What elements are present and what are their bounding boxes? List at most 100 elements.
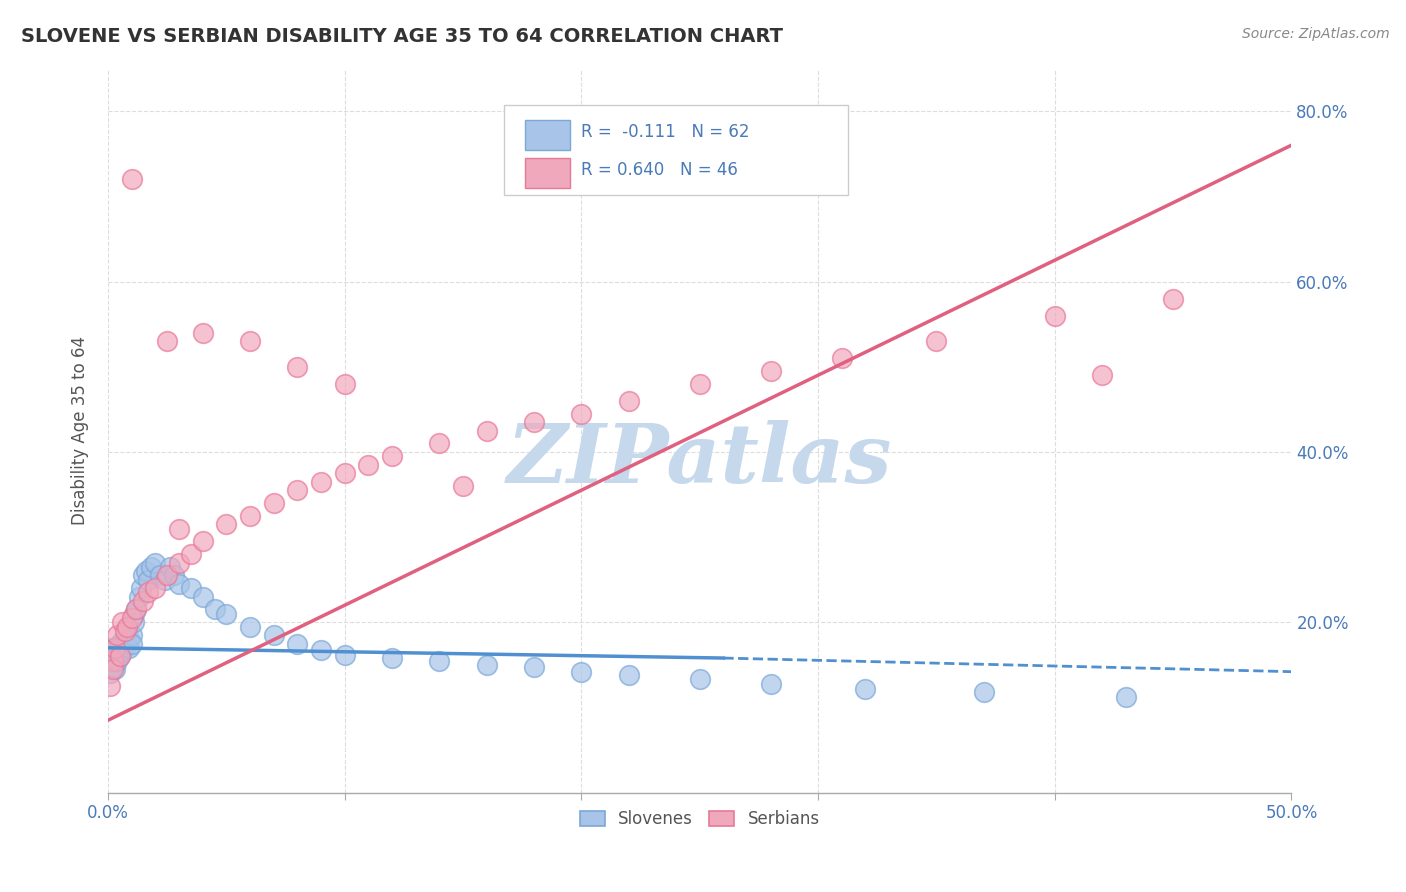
Point xyxy=(381,651,404,665)
Point xyxy=(114,624,136,638)
Point xyxy=(309,475,332,489)
Point xyxy=(239,619,262,633)
Point xyxy=(104,662,127,676)
Point xyxy=(101,645,124,659)
Point xyxy=(114,639,136,653)
Point xyxy=(115,636,138,650)
Point xyxy=(215,517,238,532)
Point xyxy=(285,636,308,650)
Point xyxy=(104,640,127,655)
Point xyxy=(215,607,238,621)
Point xyxy=(104,651,127,665)
Text: SLOVENE VS SERBIAN DISABILITY AGE 35 TO 64 CORRELATION CHART: SLOVENE VS SERBIAN DISABILITY AGE 35 TO … xyxy=(21,27,783,45)
Point xyxy=(101,654,124,668)
Point xyxy=(333,466,356,480)
Point xyxy=(132,568,155,582)
Point xyxy=(523,415,546,429)
Point xyxy=(1043,309,1066,323)
Point xyxy=(132,594,155,608)
Point xyxy=(107,628,129,642)
Point xyxy=(1115,690,1137,705)
Point xyxy=(204,602,226,616)
Point xyxy=(475,424,498,438)
Point xyxy=(125,602,148,616)
Point xyxy=(101,654,124,668)
Point xyxy=(333,648,356,662)
Point xyxy=(98,666,121,681)
Point xyxy=(135,564,157,578)
Point xyxy=(309,642,332,657)
Point xyxy=(759,676,782,690)
Point xyxy=(107,642,129,657)
Point xyxy=(381,449,404,463)
Bar xyxy=(524,158,569,188)
Point xyxy=(136,573,159,587)
Point xyxy=(263,628,285,642)
Point xyxy=(153,573,176,587)
Point xyxy=(128,590,150,604)
Text: ZIPatlas: ZIPatlas xyxy=(508,419,893,500)
Point xyxy=(121,172,143,186)
Point xyxy=(167,577,190,591)
Point xyxy=(191,590,214,604)
Point xyxy=(475,657,498,672)
Text: Source: ZipAtlas.com: Source: ZipAtlas.com xyxy=(1241,27,1389,41)
Point xyxy=(180,547,202,561)
Point xyxy=(689,673,711,687)
Point xyxy=(98,679,121,693)
Point xyxy=(427,654,450,668)
Point xyxy=(855,681,877,696)
Point xyxy=(156,568,179,582)
Point xyxy=(569,407,592,421)
Point xyxy=(523,659,546,673)
Point xyxy=(163,568,186,582)
Point xyxy=(101,659,124,673)
Point xyxy=(107,639,129,653)
Bar xyxy=(524,120,569,151)
Y-axis label: Disability Age 35 to 64: Disability Age 35 to 64 xyxy=(72,336,89,525)
Point xyxy=(111,645,134,659)
Point xyxy=(167,522,190,536)
Point xyxy=(973,685,995,699)
Point xyxy=(122,607,145,621)
Point xyxy=(104,648,127,662)
Point xyxy=(136,585,159,599)
Point xyxy=(115,624,138,638)
Point xyxy=(101,662,124,676)
Point xyxy=(104,640,127,655)
Point xyxy=(114,632,136,647)
Point xyxy=(101,640,124,655)
Point xyxy=(129,581,152,595)
Point xyxy=(125,602,148,616)
Point xyxy=(759,364,782,378)
Point xyxy=(191,326,214,340)
Point xyxy=(156,334,179,348)
Point xyxy=(108,649,131,664)
Point xyxy=(149,568,172,582)
Point xyxy=(121,628,143,642)
Point xyxy=(108,636,131,650)
Point xyxy=(121,636,143,650)
Point xyxy=(159,560,181,574)
Point xyxy=(925,334,948,348)
Point xyxy=(427,436,450,450)
Point xyxy=(143,556,166,570)
Point xyxy=(357,458,380,472)
Point xyxy=(143,581,166,595)
Point xyxy=(108,645,131,659)
Point xyxy=(689,376,711,391)
Point xyxy=(111,634,134,648)
Point xyxy=(617,393,640,408)
Point xyxy=(107,654,129,668)
Point xyxy=(108,649,131,664)
Point xyxy=(239,508,262,523)
Point xyxy=(180,581,202,595)
Point xyxy=(191,534,214,549)
Point xyxy=(263,496,285,510)
Point xyxy=(98,649,121,664)
Point xyxy=(118,640,141,655)
Point xyxy=(115,619,138,633)
Text: R =  -0.111   N = 62: R = -0.111 N = 62 xyxy=(581,123,749,141)
Point xyxy=(285,483,308,498)
Point xyxy=(239,334,262,348)
